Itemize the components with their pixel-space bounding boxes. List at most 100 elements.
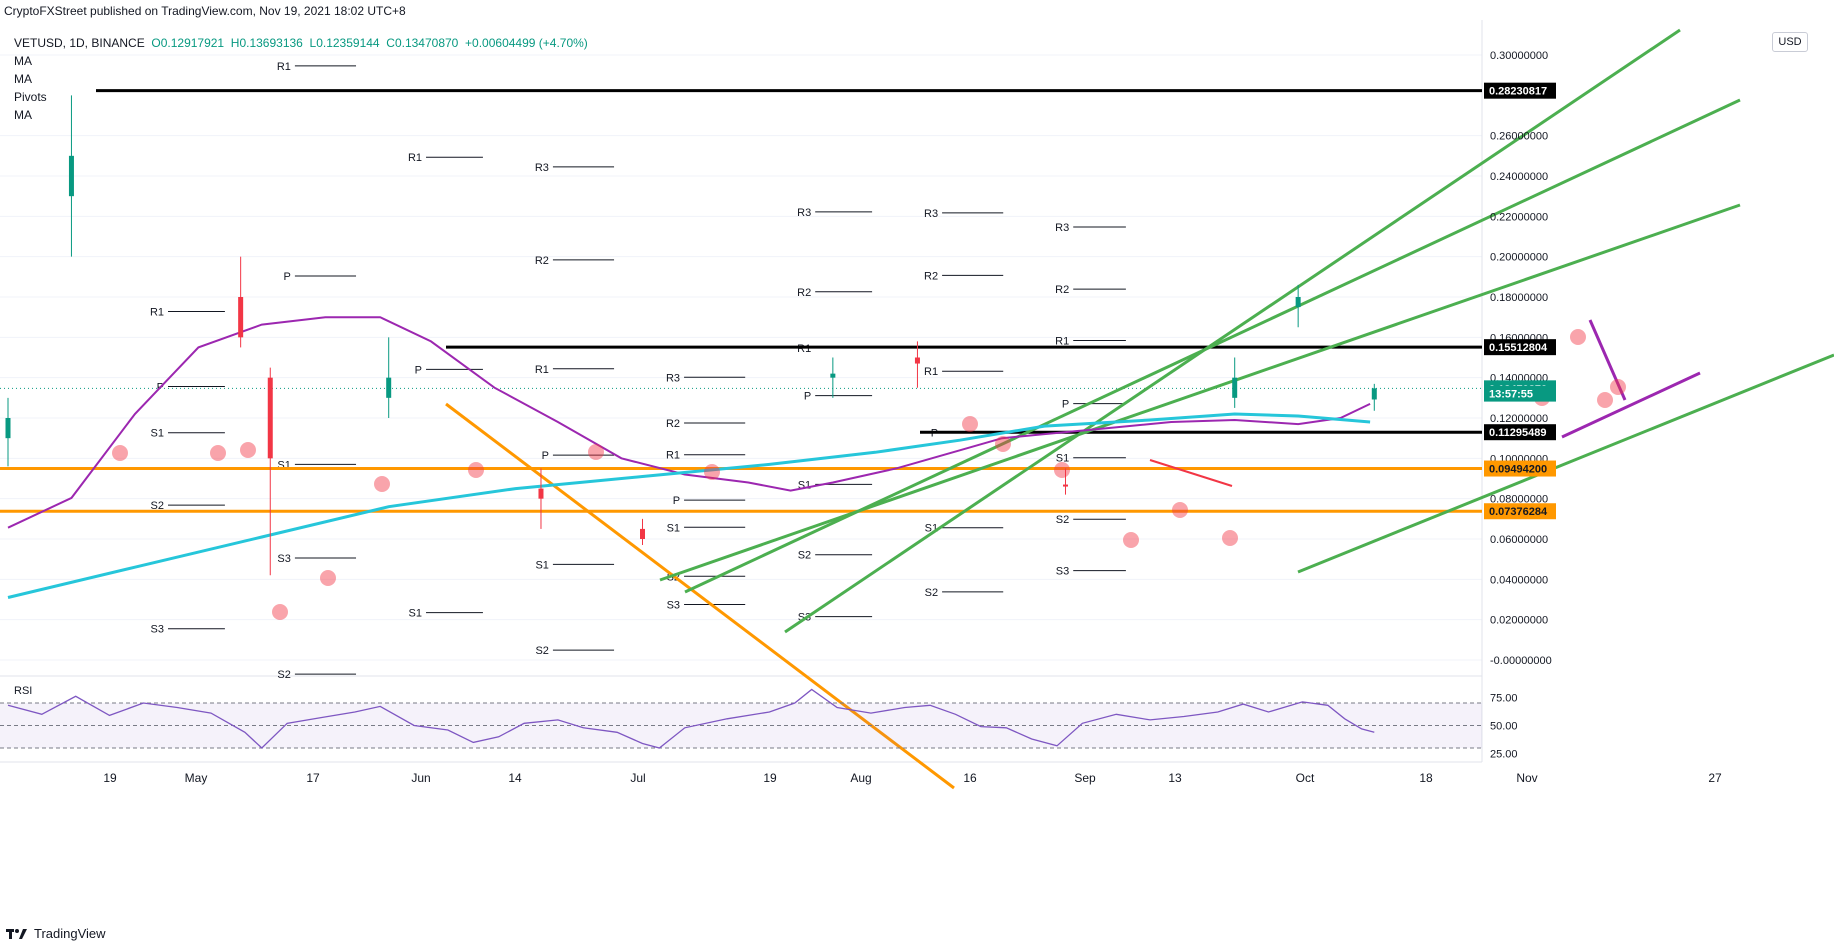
published-caption: CryptoFXStreet published on TradingView.…: [4, 4, 406, 18]
pivot-label: R3: [535, 162, 549, 174]
channel-lower-line: [1297, 353, 1834, 574]
candle-body: [5, 418, 11, 439]
pivot-label: S2: [1056, 514, 1069, 526]
price-axis[interactable]: 0.30000000 0.26000000 0.24000000 0.22000000…: [1484, 50, 1556, 667]
close-value: C0.13470870: [386, 36, 459, 50]
pivot-label: P: [284, 271, 291, 283]
touch-marker: [1610, 379, 1626, 395]
candle-body: [238, 297, 244, 338]
touch-marker: [112, 445, 128, 461]
time-tick-label: 17: [306, 771, 320, 785]
high-value: H0.13693136: [230, 36, 303, 50]
price-tick-label: 0.30000000: [1490, 50, 1548, 62]
touch-marker: [1172, 502, 1188, 518]
indicator-ma-1[interactable]: MA: [14, 54, 32, 68]
rsi-tick-label: 75.00: [1490, 692, 1518, 704]
low-value: L0.12359144: [309, 36, 380, 50]
currency-unit-button[interactable]: USD: [1772, 32, 1808, 52]
price-label-box: [1484, 385, 1556, 402]
touch-marker: [240, 442, 256, 458]
pivot-label: S1: [1056, 453, 1069, 465]
price-tick-label: 0.26000000: [1490, 131, 1548, 143]
price-label-text: 0.28230817: [1489, 86, 1547, 98]
falling-wedge-line: [445, 402, 955, 790]
time-tick-label: 19: [763, 771, 777, 785]
touch-marker: [995, 436, 1011, 452]
tradingview-brand: TradingView: [34, 926, 106, 941]
indicator-ma-3[interactable]: MA: [14, 108, 32, 122]
pivot-label: S1: [667, 522, 680, 534]
open-value: O0.12917921: [151, 36, 225, 50]
candle-body: [538, 488, 544, 499]
time-tick-label: 27: [1708, 771, 1722, 785]
touch-marker: [210, 445, 226, 461]
channel-mid-line-2: [659, 203, 1741, 582]
pivot-label: R1: [797, 343, 811, 355]
pivot-label: S2: [277, 669, 290, 681]
time-axis[interactable]: 19 May 17 Jun 14 Jul 19 Aug 16 Sep 13 Oct 18 Nov 27: [103, 771, 1722, 785]
change-value: +0.00604499 (+4.70%): [465, 36, 588, 50]
indicator-pivots[interactable]: Pivots: [14, 90, 47, 104]
price-tick-label: 0.24000000: [1490, 171, 1548, 183]
time-tick-label: 13: [1168, 771, 1182, 785]
price-label-box: [1484, 339, 1556, 356]
price-label-box: [1484, 82, 1556, 99]
touch-marker: [1054, 462, 1070, 478]
candle-body: [267, 377, 273, 459]
price-tick-label: 0.04000000: [1490, 574, 1548, 586]
price-label-text: 0.11295489: [1489, 427, 1547, 439]
price-tick-label: 0.18000000: [1490, 292, 1548, 304]
price-label-text: 0.09494200: [1489, 464, 1547, 476]
pivot-label: R2: [535, 255, 549, 267]
price-tick-label: 0.20000000: [1490, 252, 1548, 264]
time-tick-label: 16: [963, 771, 977, 785]
pivot-label: R2: [1055, 284, 1069, 296]
touch-marker: [320, 570, 336, 586]
rsi-label: RSI: [14, 685, 32, 697]
rising-wedge-line: [1561, 371, 1701, 439]
price-tick-label: 0.08000000: [1490, 494, 1548, 506]
indicator-ma-2[interactable]: MA: [14, 72, 32, 86]
time-tick-label: Aug: [850, 771, 871, 785]
candle-body: [68, 155, 74, 197]
time-tick-label: 18: [1419, 771, 1433, 785]
pivot-label: R3: [797, 207, 811, 219]
pivot-label: P: [804, 391, 811, 403]
touch-marker: [1222, 530, 1238, 546]
moving-averages: [7, 316, 1371, 599]
pivot-label: R2: [666, 418, 680, 430]
pivot-label: S3: [667, 600, 680, 612]
touch-marker: [962, 416, 978, 432]
pivot-label: S2: [925, 587, 938, 599]
price-label-box: [1484, 460, 1556, 477]
touch-marker: [588, 444, 604, 460]
pivot-label: S3: [1056, 566, 1069, 578]
tradingview-logo-icon: [6, 928, 27, 939]
candle-body: [1063, 484, 1068, 487]
pivot-label: S2: [535, 645, 548, 657]
touch-marker: [1570, 329, 1586, 345]
price-tick-label: 0.12000000: [1490, 413, 1548, 425]
price-label-box: [1484, 424, 1556, 441]
pivot-label: P: [415, 364, 422, 376]
rsi-tick-label: 50.00: [1490, 721, 1518, 733]
pivot-label: R3: [1055, 222, 1069, 234]
candle-body: [386, 377, 392, 398]
pivot-label: R1: [408, 152, 422, 164]
pivot-label: P: [931, 428, 938, 440]
tradingview-footer: TradingView: [6, 926, 106, 941]
pivot-label: R1: [1055, 336, 1069, 348]
resistance-line-red: [1149, 459, 1233, 487]
pivot-label: S3: [151, 624, 164, 636]
rsi-tick-label: 25.00: [1490, 749, 1518, 761]
symbol-name[interactable]: VETUSD, 1D, BINANCE: [14, 36, 145, 50]
time-tick-label: Nov: [1516, 771, 1537, 785]
pivot-label: R1: [924, 366, 938, 378]
pivot-label: S1: [409, 608, 422, 620]
pivot-label: S1: [151, 428, 164, 440]
price-tick-label: 0.02000000: [1490, 615, 1548, 627]
touch-marker: [704, 464, 720, 480]
time-tick-label: Sep: [1074, 771, 1096, 785]
candles: [5, 95, 1377, 576]
